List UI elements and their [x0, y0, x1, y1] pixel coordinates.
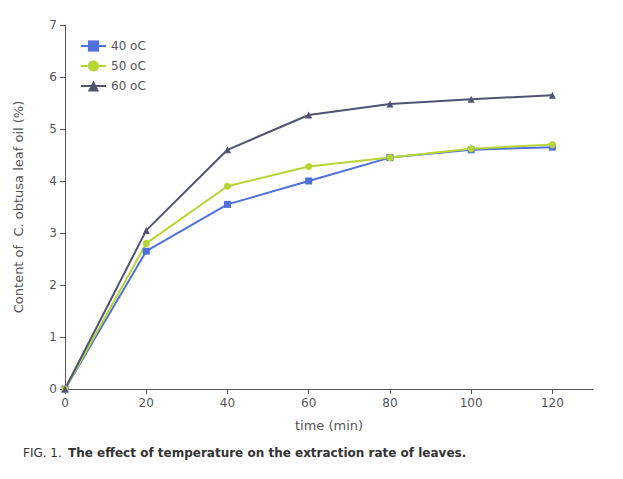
svg-text:6: 6	[49, 70, 57, 84]
svg-text:1: 1	[49, 330, 57, 344]
svg-text:120: 120	[541, 396, 564, 410]
svg-text:7: 7	[49, 18, 57, 32]
svg-text:The effect of temperature on t: The effect of temperature on the extract…	[68, 446, 466, 460]
svg-text:FIG. 1.: FIG. 1.	[23, 446, 62, 460]
svg-text:3: 3	[49, 226, 57, 240]
svg-text:5: 5	[49, 122, 57, 136]
svg-text:60 oC: 60 oC	[111, 79, 146, 93]
svg-text:4: 4	[49, 174, 57, 188]
svg-text:20: 20	[139, 396, 154, 410]
svg-text:2: 2	[49, 278, 57, 292]
svg-text:time (min): time (min)	[295, 418, 363, 433]
svg-text:Content of C. obtusa leaf oil: Content of C. obtusa leaf oil (%)	[11, 101, 26, 313]
svg-text:40 oC: 40 oC	[111, 39, 146, 53]
svg-text:0: 0	[61, 396, 69, 410]
svg-text:100: 100	[460, 396, 483, 410]
svg-text:0: 0	[49, 382, 57, 396]
svg-text:40: 40	[220, 396, 235, 410]
svg-text:50 oC: 50 oC	[111, 59, 146, 73]
svg-text:80: 80	[382, 396, 397, 410]
svg-text:60: 60	[301, 396, 316, 410]
